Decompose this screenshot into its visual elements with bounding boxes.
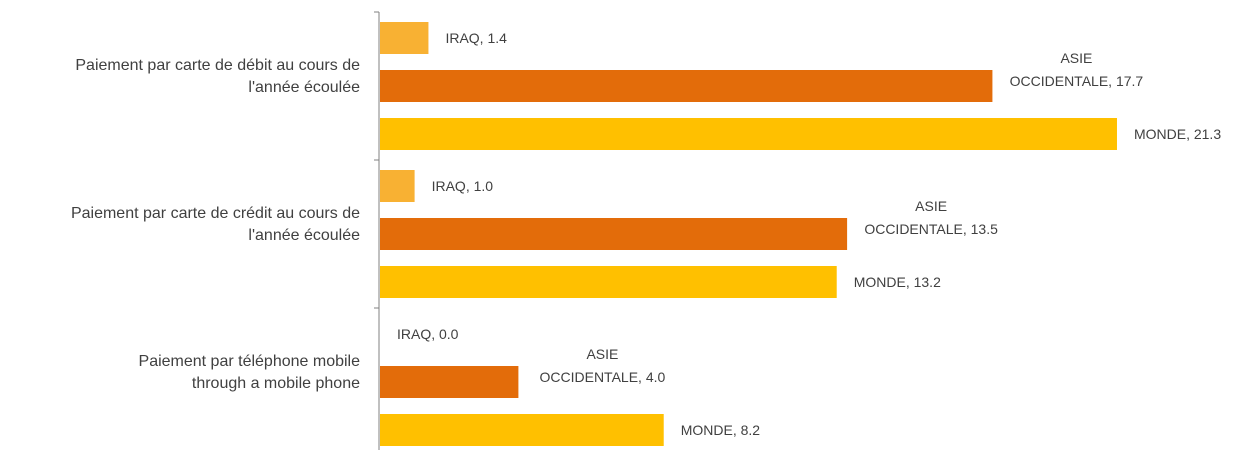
data-label: IRAQ, 1.0 bbox=[432, 178, 494, 194]
bar-iraq bbox=[380, 22, 429, 54]
bar-asie-occidentale bbox=[380, 70, 993, 102]
data-label: ASIE bbox=[1060, 50, 1092, 66]
category-label: Paiement par carte de crédit au cours de bbox=[71, 205, 360, 222]
data-label: OCCIDENTALE, 17.7 bbox=[1010, 73, 1144, 89]
data-label: MONDE, 8.2 bbox=[681, 422, 761, 438]
category-label: Paiement par téléphone mobile bbox=[139, 353, 361, 370]
data-label: ASIE bbox=[915, 198, 947, 214]
category-label: through a mobile phone bbox=[192, 375, 360, 392]
data-label: IRAQ, 0.0 bbox=[397, 326, 459, 342]
data-label: MONDE, 21.3 bbox=[1134, 126, 1221, 142]
bar-monde bbox=[380, 118, 1117, 150]
data-label: OCCIDENTALE, 4.0 bbox=[540, 369, 666, 385]
bar-iraq bbox=[380, 170, 415, 202]
category-label: Paiement par carte de débit au cours de bbox=[75, 57, 360, 74]
data-label: IRAQ, 1.4 bbox=[445, 30, 507, 46]
category-label: l'année écoulée bbox=[248, 227, 360, 244]
bar-asie-occidentale bbox=[380, 366, 519, 398]
data-label: OCCIDENTALE, 13.5 bbox=[864, 221, 998, 237]
bar-asie-occidentale bbox=[380, 218, 848, 250]
data-label: MONDE, 13.2 bbox=[854, 274, 941, 290]
data-label: ASIE bbox=[586, 346, 618, 362]
category-label: l'année écoulée bbox=[248, 79, 360, 96]
bar-monde bbox=[380, 266, 837, 298]
bar-monde bbox=[380, 414, 664, 446]
